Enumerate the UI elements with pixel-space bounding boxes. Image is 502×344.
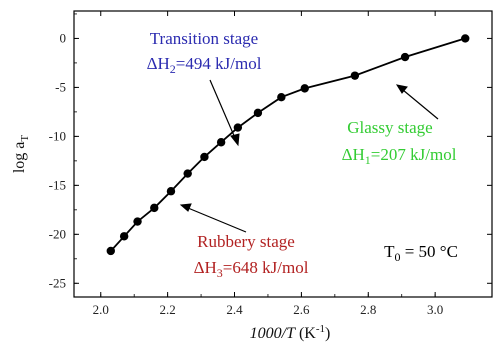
data-point (106, 246, 115, 256)
data-point (233, 123, 243, 132)
data-point (166, 187, 176, 196)
data-point (200, 152, 209, 162)
data-point (277, 92, 286, 102)
glassy-arrow (395, 84, 439, 120)
y-tick-label: -20 (49, 226, 66, 241)
x-tick-label: 2.4 (226, 302, 243, 317)
transition-arrow (209, 79, 240, 147)
data-point (253, 108, 263, 118)
y-tick-label: -15 (49, 177, 66, 192)
rubbery-stage-title: Rubbery stage (197, 232, 295, 251)
y-axis-label: log aT (11, 135, 31, 174)
x-tick-label: 2.2 (160, 302, 176, 317)
x-tick-label: 3.0 (427, 302, 443, 317)
y-tick-label: -25 (49, 275, 66, 290)
x-tick-label: 2.0 (93, 302, 109, 317)
data-point (461, 34, 470, 43)
rubbery-arrow (179, 203, 247, 233)
reference-temperature: T0 = 50 °C (384, 242, 458, 264)
data-point (216, 138, 226, 147)
x-tick-label: 2.8 (360, 302, 376, 317)
data-point (350, 71, 360, 80)
data-point (300, 84, 309, 93)
plot-frame (73, 10, 493, 298)
y-tick-label: -5 (55, 79, 66, 94)
x-tick-label: 2.6 (293, 302, 310, 317)
data-series (106, 34, 470, 256)
data-point (133, 217, 142, 226)
y-tick-label: -10 (49, 128, 66, 143)
x-axis-label: 1000/T (K-1) (250, 323, 331, 342)
data-point (119, 232, 129, 241)
transition-stage-energy: ΔH2=494 kJ/mol (147, 54, 262, 76)
axis-ticks: 2.0 2.2 2.4 2.6 2.8 3.0 0 -5 -10 -15 -20 -25 (49, 11, 492, 317)
data-point (183, 169, 192, 178)
transition-stage-title: Transition stage (150, 29, 258, 48)
glassy-stage-title: Glassy stage (347, 118, 432, 137)
data-point (150, 203, 159, 213)
data-point (400, 52, 410, 62)
glassy-stage-energy: ΔH1=207 kJ/mol (342, 145, 457, 167)
y-tick-label: 0 (60, 30, 67, 45)
rubbery-stage-energy: ΔH3=648 kJ/mol (194, 258, 309, 280)
